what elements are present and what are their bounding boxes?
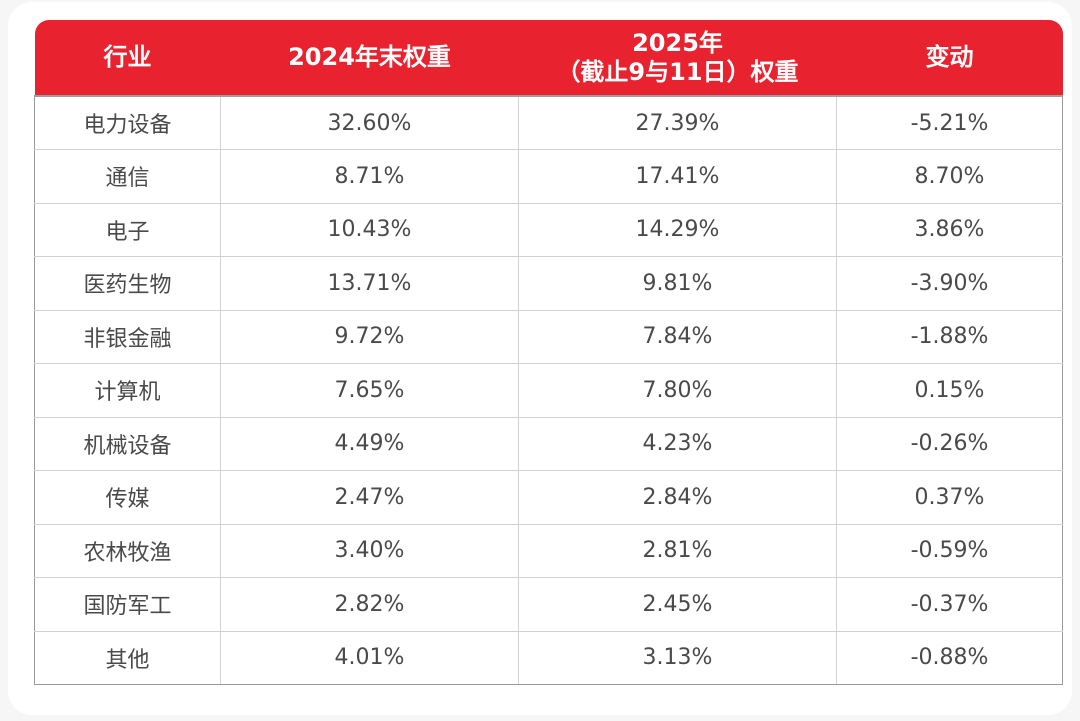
cell-change: -3.90% xyxy=(836,256,1063,311)
cell-industry: 通信 xyxy=(34,149,221,204)
header-weight-2025: 2025年 （截止9与11日）权重 xyxy=(518,20,837,96)
cell-weight-2025: 7.84% xyxy=(518,309,837,364)
cell-change: 0.15% xyxy=(836,363,1063,418)
cell-weight-2024: 4.01% xyxy=(220,630,519,685)
cell-change: 8.70% xyxy=(836,149,1063,204)
header-weight-2024: 2024年末权重 xyxy=(220,20,519,96)
table-row: 传媒 2.47% 2.84% 0.37% xyxy=(34,470,1063,525)
cell-weight-2024: 3.40% xyxy=(220,523,519,578)
table-row: 计算机 7.65% 7.80% 0.15% xyxy=(34,363,1063,418)
cell-weight-2024: 2.82% xyxy=(220,577,519,632)
cell-weight-2025: 14.29% xyxy=(518,202,837,257)
header-weight-2025-line1: 2025年 xyxy=(632,28,723,57)
table-container: 行业 2024年末权重 2025年 （截止9与11日）权重 变动 电力设备 32.… xyxy=(34,20,1063,690)
cell-weight-2025: 4.23% xyxy=(518,416,837,471)
table-row: 电子 10.43% 14.29% 3.86% xyxy=(34,202,1063,257)
table-row: 机械设备 4.49% 4.23% -0.26% xyxy=(34,416,1063,471)
cell-weight-2024: 10.43% xyxy=(220,202,519,257)
table-row: 电力设备 32.60% 27.39% -5.21% xyxy=(34,95,1063,150)
cell-change: -0.88% xyxy=(836,630,1063,685)
cell-industry: 机械设备 xyxy=(34,416,221,471)
header-change: 变动 xyxy=(836,20,1063,96)
cell-weight-2025: 2.84% xyxy=(518,470,837,525)
cell-weight-2025: 7.80% xyxy=(518,363,837,418)
cell-change: -0.26% xyxy=(836,416,1063,471)
cell-weight-2024: 7.65% xyxy=(220,363,519,418)
cell-change: -0.37% xyxy=(836,577,1063,632)
table-row: 医药生物 13.71% 9.81% -3.90% xyxy=(34,256,1063,311)
cell-weight-2024: 32.60% xyxy=(220,95,519,150)
cell-weight-2024: 2.47% xyxy=(220,470,519,525)
cell-weight-2025: 9.81% xyxy=(518,256,837,311)
cell-industry: 农林牧渔 xyxy=(34,523,221,578)
cell-change: 3.86% xyxy=(836,202,1063,257)
cell-industry: 计算机 xyxy=(34,363,221,418)
cell-industry: 电力设备 xyxy=(34,95,221,150)
table-row: 国防军工 2.82% 2.45% -0.37% xyxy=(34,577,1063,632)
cell-industry: 国防军工 xyxy=(34,577,221,632)
cell-industry: 医药生物 xyxy=(34,256,221,311)
cell-weight-2025: 17.41% xyxy=(518,149,837,204)
cell-industry: 非银金融 xyxy=(34,309,221,364)
cell-weight-2024: 13.71% xyxy=(220,256,519,311)
header-industry: 行业 xyxy=(34,20,221,96)
cell-change: -5.21% xyxy=(836,95,1063,150)
table-header: 行业 2024年末权重 2025年 （截止9与11日）权重 变动 xyxy=(34,20,1063,96)
cell-weight-2025: 3.13% xyxy=(518,630,837,685)
cell-industry: 其他 xyxy=(34,630,221,685)
cell-weight-2025: 27.39% xyxy=(518,95,837,150)
cell-change: -1.88% xyxy=(836,309,1063,364)
header-row: 行业 2024年末权重 2025年 （截止9与11日）权重 变动 xyxy=(34,20,1063,96)
cell-weight-2024: 4.49% xyxy=(220,416,519,471)
cell-change: -0.59% xyxy=(836,523,1063,578)
cell-weight-2025: 2.45% xyxy=(518,577,837,632)
cell-industry: 电子 xyxy=(34,202,221,257)
header-weight-2025-line2: （截止9与11日）权重 xyxy=(556,57,799,86)
table-row: 其他 4.01% 3.13% -0.88% xyxy=(34,630,1063,685)
table-row: 农林牧渔 3.40% 2.81% -0.59% xyxy=(34,523,1063,578)
cell-weight-2024: 9.72% xyxy=(220,309,519,364)
cell-change: 0.37% xyxy=(836,470,1063,525)
weights-table: 行业 2024年末权重 2025年 （截止9与11日）权重 变动 电力设备 32.… xyxy=(34,20,1063,685)
table-row: 通信 8.71% 17.41% 8.70% xyxy=(34,149,1063,204)
cell-weight-2025: 2.81% xyxy=(518,523,837,578)
cell-weight-2024: 8.71% xyxy=(220,149,519,204)
table-card: 行业 2024年末权重 2025年 （截止9与11日）权重 变动 电力设备 32.… xyxy=(8,2,1072,715)
table-body: 电力设备 32.60% 27.39% -5.21% 通信 8.71% 17.41% 8.70%… xyxy=(34,95,1063,685)
cell-industry: 传媒 xyxy=(34,470,221,525)
table-row: 非银金融 9.72% 7.84% -1.88% xyxy=(34,309,1063,364)
